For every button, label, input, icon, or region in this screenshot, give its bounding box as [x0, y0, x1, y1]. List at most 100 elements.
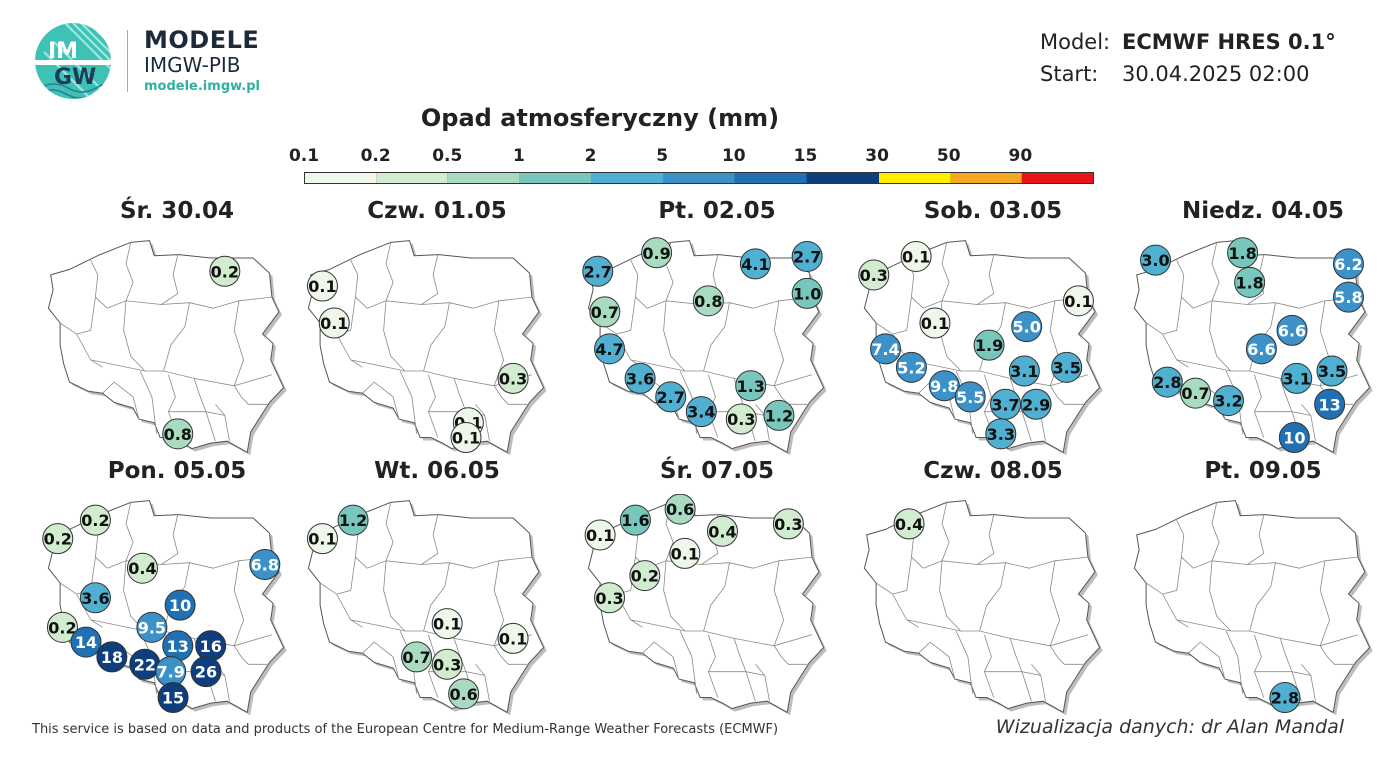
voivodeship-border	[1225, 630, 1243, 694]
precip-marker: 14	[70, 626, 102, 658]
precip-value: 2.8	[1271, 689, 1299, 708]
precip-marker-circle	[706, 515, 738, 547]
precip-marker: 3.0	[1140, 244, 1172, 276]
colorbar-segment	[376, 173, 449, 183]
precip-value: 0.4	[128, 559, 156, 578]
precip-value: 2.7	[793, 247, 821, 266]
precip-marker: 3.1	[1008, 355, 1040, 387]
precip-marker-circle	[641, 237, 673, 269]
precip-marker-circle	[164, 589, 196, 621]
poland-map: 0.10.10.30.10.1	[306, 240, 547, 456]
voivodeship-border	[1279, 638, 1302, 702]
colorbar-segment	[520, 173, 592, 183]
country-outline	[863, 500, 1101, 714]
precip-marker: 22	[129, 648, 161, 680]
voivodeship-border	[642, 641, 680, 680]
precip-marker-circle	[431, 608, 463, 640]
precip-value: 26	[195, 663, 217, 682]
precip-marker-circle	[985, 418, 1017, 450]
precip-marker: 9.5	[136, 611, 168, 643]
precip-marker-circle	[1276, 314, 1308, 346]
precip-marker-circle	[791, 277, 823, 309]
precip-marker-circle	[624, 362, 656, 394]
panel-date-title: Czw. 01.05	[367, 198, 507, 224]
map-panel: Wt. 06.05 0.1 1.2 0.1 0.1 0.7 0.3 0.6	[302, 458, 572, 718]
precip-value: 0.7	[402, 648, 430, 667]
map-panel: Pon. 05.05 0.2 0.2 0.4 6.8 3.6 10 0.2 9.5 14 13 16 1…	[42, 458, 312, 718]
precip-marker-circle	[1180, 377, 1212, 409]
voivodeship-border	[493, 645, 528, 665]
colorbar-segment	[878, 173, 951, 183]
poland-map: 0.4	[863, 500, 1103, 716]
voivodeship-border	[663, 300, 686, 372]
voivodeship-border	[663, 560, 686, 632]
brand-url-link[interactable]: modele.imgw.pl	[144, 79, 260, 94]
precip-marker: 6.6	[1276, 314, 1308, 346]
voivodeship-border	[1209, 300, 1232, 372]
precip-value: 5.8	[1334, 288, 1362, 307]
poland-map: 0.2 0.8	[47, 240, 287, 456]
precip-marker: 0.2	[42, 523, 74, 555]
precip-marker: 0.2	[629, 560, 661, 592]
voivodeship-border	[1319, 560, 1331, 646]
precip-marker: 13	[162, 630, 194, 662]
precip-marker-circle	[431, 648, 463, 680]
precip-marker-circle	[664, 494, 696, 525]
voivodeship-border	[233, 645, 268, 665]
precip-value: 0.4	[708, 522, 736, 541]
precip-marker: 2.9	[1020, 388, 1052, 420]
precip-value: 0.6	[666, 500, 694, 519]
poland-map: 3.0 1.8 1.8 6.2 5.8 6.66.6 3.5 2.8 3.1 0.7 3.2 13 10	[1133, 237, 1373, 456]
precip-marker-circle	[584, 519, 616, 551]
precip-value: 0.1	[1064, 292, 1092, 311]
precip-marker-circle	[96, 641, 128, 673]
voivodeship-border	[773, 560, 785, 646]
colorbar-segment	[448, 173, 521, 183]
precip-value: 1.0	[793, 284, 821, 303]
precip-marker: 0.2	[209, 255, 241, 287]
voivodeship-border	[123, 300, 146, 372]
precip-value: 9.8	[930, 377, 958, 396]
precip-marker: 1.2	[763, 399, 795, 431]
voivodeship-border	[350, 619, 533, 647]
precip-value: 9.5	[138, 618, 166, 637]
precip-value: 13	[1319, 395, 1341, 414]
imgw-logo: IM GW	[35, 23, 111, 99]
precip-marker: 2.8	[1151, 366, 1183, 398]
panel-date-title: Niedz. 04.05	[1181, 198, 1345, 224]
precip-value: 0.3	[595, 589, 623, 608]
precip-marker-circle	[46, 611, 78, 643]
voivodeship-border	[385, 502, 394, 561]
precip-marker-circle	[79, 504, 111, 536]
precip-value: 4.7	[595, 340, 623, 359]
precip-marker: 15	[157, 682, 189, 714]
precip-value: 3.4	[687, 403, 715, 422]
precip-marker: 1.8	[1227, 237, 1259, 269]
precip-marker-circle	[1062, 285, 1094, 317]
precip-marker-circle	[1011, 311, 1043, 343]
precip-marker-circle	[1227, 237, 1259, 269]
colorbar-tick-label: 15	[793, 146, 818, 166]
precip-value: 0.1	[671, 544, 699, 563]
precip-value: 7.9	[157, 663, 185, 682]
precip-value: 15	[162, 689, 184, 708]
panel-date-title: Śr. 07.05	[659, 458, 775, 484]
voivodeship-border	[1249, 562, 1276, 632]
voivodeship-border	[1009, 638, 1032, 702]
voivodeship-border	[679, 630, 697, 694]
precip-marker: 0.8	[692, 285, 724, 317]
country-outline	[587, 500, 825, 714]
precip-value: 2.8	[1153, 373, 1181, 392]
colorbar-tick-label: 2	[584, 146, 597, 166]
voivodeship-border	[383, 560, 406, 632]
voivodeship-border	[1145, 322, 1189, 368]
voivodeship-border	[630, 359, 813, 387]
map-panel: Śr. 30.04 0.2 0.8	[42, 198, 312, 458]
voivodeship-border	[1176, 520, 1194, 569]
precip-value: 6.8	[251, 556, 279, 575]
precip-marker: 0.2	[46, 611, 78, 643]
precip-value: 2.7	[584, 262, 612, 281]
precip-marker-circle	[306, 523, 338, 555]
precip-value: 14	[75, 633, 97, 652]
precip-marker-circle	[893, 508, 925, 540]
